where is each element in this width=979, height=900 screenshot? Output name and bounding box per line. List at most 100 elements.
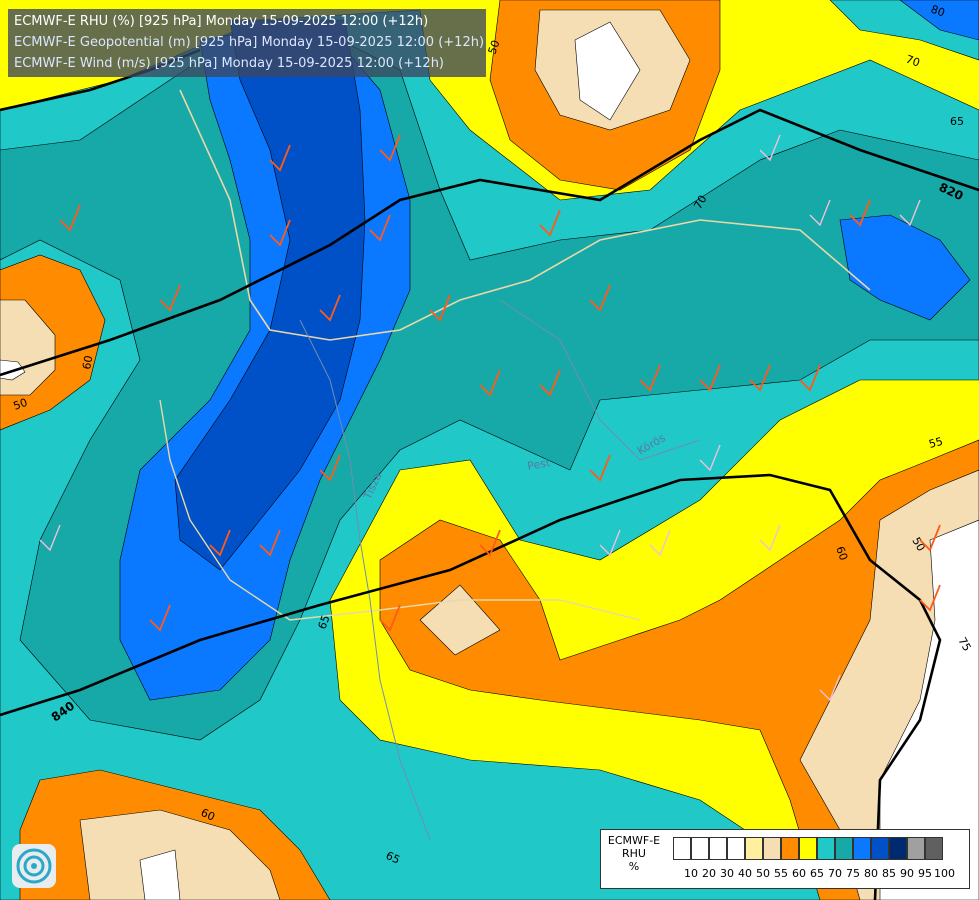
brand-logo xyxy=(12,844,56,888)
river-line-3 xyxy=(499,299,701,461)
legend-swatch xyxy=(853,837,871,860)
legend-tick-label: 75 xyxy=(846,867,860,880)
border-line xyxy=(159,399,641,621)
legend-variable: RHU xyxy=(622,847,646,860)
wind-barb xyxy=(39,524,61,552)
contour-label: 60 xyxy=(199,806,217,824)
title-geopotential: ECMWF-E Geopotential (m) [925 hPa] Monda… xyxy=(14,35,485,50)
wind-barb xyxy=(589,454,611,482)
wind-barb xyxy=(59,204,81,232)
wind-barb xyxy=(259,529,281,557)
legend-tick-label: 95 xyxy=(918,867,932,880)
legend-tick-label: 85 xyxy=(882,867,896,880)
legend-tick-label: 60 xyxy=(792,867,806,880)
legend-tick-label: 55 xyxy=(774,867,788,880)
legend-swatch xyxy=(763,837,781,860)
wind-barb xyxy=(269,219,291,247)
legend-swatch xyxy=(691,837,709,860)
wind-barb xyxy=(269,144,291,172)
legend-swatch xyxy=(709,837,727,860)
wind-barb xyxy=(809,199,831,227)
wind-barb xyxy=(749,364,771,392)
rhu-region-75-east xyxy=(839,214,971,321)
legend-swatch xyxy=(727,837,745,860)
river-line-2 xyxy=(299,319,431,841)
wind-barb xyxy=(539,209,561,237)
legend-tick-label: 40 xyxy=(738,867,752,880)
contour-label: 70 xyxy=(691,193,709,212)
contour-label: 65 xyxy=(384,849,402,867)
contour-label: 60 xyxy=(80,354,95,370)
legend-swatch xyxy=(781,837,799,860)
wind-barbs xyxy=(59,134,941,632)
legend-tick-label: 30 xyxy=(720,867,734,880)
contour-label: 50 xyxy=(909,535,927,554)
river-line xyxy=(179,89,871,341)
wind-barb xyxy=(599,529,621,557)
legend-tick-label: 90 xyxy=(900,867,914,880)
legend-swatch xyxy=(673,837,691,860)
contour-label: 50 xyxy=(486,38,503,56)
contour-label: 65 xyxy=(316,613,333,631)
legend-swatch xyxy=(745,837,763,860)
geopotential-820 xyxy=(0,108,979,377)
wind-barb xyxy=(699,364,721,392)
legend-unit: % xyxy=(628,860,640,873)
wind-barb xyxy=(799,364,821,392)
rhu-region-80-ne xyxy=(899,0,979,41)
title-wind: ECMWF-E Wind (m/s) [925 hPa] Monday 15-0… xyxy=(14,56,445,71)
rhu-region-40-sw xyxy=(139,849,181,900)
wind-barb xyxy=(649,529,671,557)
legend-title: ECMWF-E RHU % xyxy=(603,834,665,873)
legend-tick-label: 100 xyxy=(934,867,955,880)
wind-barb xyxy=(919,524,941,552)
place-label: Pest xyxy=(526,456,552,473)
wind-barb xyxy=(379,604,401,632)
legend-tick-label: 70 xyxy=(828,867,842,880)
wind-barb xyxy=(589,284,611,312)
wind-barb xyxy=(319,294,341,322)
legend-model: ECMWF-E xyxy=(607,834,661,847)
wind-barb xyxy=(369,214,391,242)
legend-swatch xyxy=(799,837,817,860)
wind-barbs-light xyxy=(39,134,921,702)
contour-label: 65 xyxy=(950,115,964,128)
legend-swatch xyxy=(889,837,907,860)
wind-barb xyxy=(479,529,501,557)
title-rhu: ECMWF-E RHU (%) [925 hPa] Monday 15-09-2… xyxy=(14,14,429,29)
rhu-legend: ECMWF-E RHU % 10 20 30 40 50 55 60 65 70 75 80 85 90… xyxy=(600,829,970,889)
legend-ticks: 10 20 30 40 50 55 60 65 70 75 80 85 90 95 100 xyxy=(673,867,955,881)
contour-label: 55 xyxy=(927,435,944,451)
legend-swatch xyxy=(907,837,925,860)
legend-tick-label: 80 xyxy=(864,867,878,880)
contour-label: 70 xyxy=(904,53,922,70)
legend-tick-label: 10 xyxy=(684,867,698,880)
rhu-region-50-sw xyxy=(79,809,281,900)
legend-tick-label: 50 xyxy=(756,867,770,880)
map-title-box: ECMWF-E RHU (%) [925 hPa] Monday 15-09-2… xyxy=(8,9,486,77)
legend-swatch xyxy=(925,837,943,860)
wind-barb xyxy=(209,529,231,557)
legend-tick-label: 65 xyxy=(810,867,824,880)
legend-swatches xyxy=(673,837,943,860)
contour-label: 75 xyxy=(955,635,973,654)
swirl-logo-icon xyxy=(16,848,52,884)
legend-tick-label: 20 xyxy=(702,867,716,880)
wind-barb xyxy=(819,674,841,702)
legend-swatch xyxy=(871,837,889,860)
rhu-region-40-north xyxy=(574,21,641,121)
wind-barb xyxy=(429,294,451,322)
wind-barb xyxy=(159,284,181,312)
wind-barb xyxy=(919,584,941,612)
wind-barb xyxy=(699,444,721,472)
rhu-region-80 xyxy=(174,19,366,571)
wind-barb xyxy=(479,369,501,397)
wind-barb xyxy=(639,364,661,392)
wind-barb xyxy=(759,134,781,162)
wind-barb xyxy=(899,199,921,227)
contour-label: 50 xyxy=(12,396,30,413)
wind-barb xyxy=(539,369,561,397)
geopotential-840 xyxy=(0,473,942,900)
